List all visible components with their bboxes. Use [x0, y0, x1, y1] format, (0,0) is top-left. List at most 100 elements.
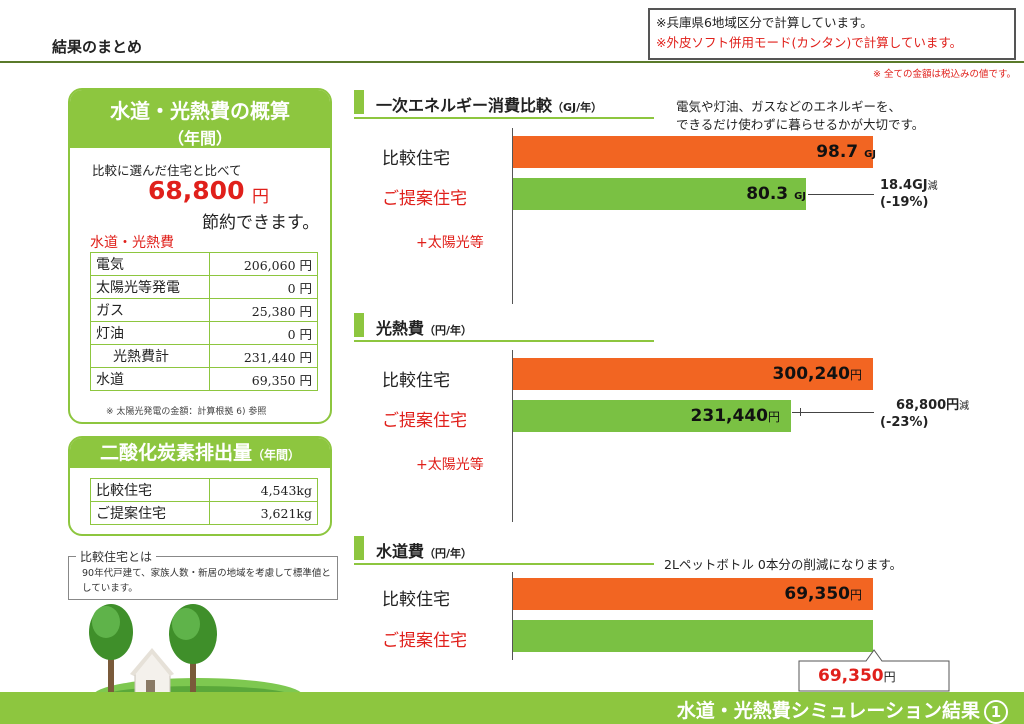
table-row: 光熱費計 231,440 円: [90, 344, 318, 368]
energy-unit: （GJ/年）: [552, 101, 603, 114]
row-label: 灯油: [90, 321, 210, 345]
table-row: ご提案住宅 3,621kg: [90, 501, 318, 525]
energy-compare-number: 98.7: [816, 142, 859, 162]
water-unit: （円/年）: [424, 547, 473, 560]
water-underline: [354, 563, 654, 565]
utility-panel-header: 水道・光熱費の概算 （年間）: [70, 90, 330, 148]
utility-compare-number: 300,240: [772, 364, 850, 384]
definition-text: 90年代戸建て、家族人数・新居の地域を考慮して標準値としています。: [82, 568, 331, 594]
energy-diff: 18.4GJ減 (-19%): [880, 178, 938, 211]
energy-description-1: 電気や灯油、ガスなどのエネルギーを、: [676, 99, 902, 114]
footer-band: [0, 692, 1024, 724]
utility-panel-subtitle: （年間）: [167, 129, 232, 148]
utility-chart-title: 光熱費（円/年）: [376, 315, 472, 339]
energy-bar-proposal: [513, 178, 806, 210]
energy-diff-value: 18.4GJ: [880, 178, 928, 193]
utility-diff-suffix: 減: [959, 401, 970, 412]
energy-proposal-label: ご提案住宅: [382, 189, 467, 209]
energy-compare-unit: GJ: [864, 149, 876, 160]
energy-bar-compare: [513, 136, 873, 168]
utility-axis: [512, 350, 513, 522]
utility-bar-proposal: [513, 400, 791, 432]
note-mode: ※外皮ソフト併用モード(カンタン)で計算しています。: [656, 35, 963, 50]
energy-proposal-value: 80.3 GJ: [746, 184, 806, 204]
energy-diff-line: [808, 194, 874, 195]
energy-section-marker: [354, 90, 364, 114]
row-value: 69,350 円: [209, 367, 318, 391]
water-chart-title: 水道費（円/年）: [376, 538, 472, 562]
water-bar-compare: [513, 578, 873, 610]
utility-proposal-unit: 円: [767, 410, 780, 424]
energy-diff-suffix: 減: [927, 181, 938, 192]
utility-proposal-number: 231,440: [690, 406, 768, 426]
water-proposal-label: ご提案住宅: [382, 631, 467, 651]
water-axis: [512, 572, 513, 660]
row-value: 0 円: [209, 321, 318, 345]
calculation-note-box: ※兵庫県6地域区分で計算しています。 ※外皮ソフト併用モード(カンタン)で計算し…: [648, 8, 1016, 60]
energy-chart-title: 一次エネルギー消費比較（GJ/年）: [376, 92, 602, 116]
co2-panel-subtitle: （年間）: [252, 448, 301, 462]
utility-diff-percent: (-23%): [880, 415, 929, 430]
compare-text: 比較に選んだ住宅と比べて: [92, 163, 242, 178]
table-row: 電気 206,060 円: [90, 252, 318, 276]
co2-panel: 二酸化炭素排出量（年間） 比較住宅 4,543kg ご提案住宅 3,621kg: [68, 436, 332, 536]
energy-proposal-number: 80.3: [746, 184, 789, 204]
saving-unit: 円: [252, 187, 269, 207]
table-row: 灯油 0 円: [90, 321, 318, 345]
utility-diff: 68,800円減 (-23%): [880, 398, 969, 431]
saving-suffix: 節約できます。: [202, 213, 320, 233]
row-label: 水道: [90, 367, 210, 391]
water-description: 2Lペットボトル 0本分の削減になります。: [664, 557, 903, 572]
energy-title-text: 一次エネルギー消費比較: [376, 96, 553, 115]
water-title-text: 水道費: [376, 542, 425, 561]
water-compare-value: 69,350円: [784, 584, 862, 604]
utility-underline: [354, 340, 654, 342]
water-bar-proposal: [513, 620, 873, 652]
note-region: ※兵庫県6地域区分で計算しています。: [656, 15, 873, 30]
row-label: 光熱費計: [90, 344, 210, 368]
water-proposal-unit: 円: [883, 670, 896, 684]
row-label: 電気: [90, 252, 210, 276]
water-proposal-number: 69,350: [818, 666, 884, 686]
utility-proposal-value: 231,440円: [691, 406, 780, 426]
row-label: 太陽光等発電: [90, 275, 210, 299]
energy-description-2: できるだけ使わずに暮らせるかが大切です。: [676, 117, 925, 132]
utility-section-marker: [354, 313, 364, 337]
utility-compare-value: 300,240円: [773, 364, 862, 384]
row-label: ご提案住宅: [90, 501, 210, 525]
page-number: 1: [984, 700, 1008, 724]
utility-compare-label: 比較住宅: [382, 371, 450, 391]
utility-unit: （円/年）: [424, 324, 473, 337]
utility-solar-label: +太陽光等: [416, 457, 484, 473]
header-divider: [0, 61, 1024, 63]
energy-compare-value: 98.7 GJ: [816, 142, 876, 162]
utility-cost-panel: 水道・光熱費の概算 （年間） 比較に選んだ住宅と比べて 68,800 円 節約で…: [68, 88, 332, 424]
energy-solar-label: +太陽光等: [416, 235, 484, 251]
table-row: ガス 25,380 円: [90, 298, 318, 322]
water-compare-unit: 円: [849, 588, 862, 602]
row-value: 25,380 円: [209, 298, 318, 322]
row-value: 0 円: [209, 275, 318, 299]
row-value: 231,440 円: [209, 344, 318, 368]
energy-axis: [512, 128, 513, 304]
water-callout-box: [798, 649, 950, 692]
energy-underline: [354, 117, 654, 119]
table-row: 水道 69,350 円: [90, 367, 318, 391]
water-compare-number: 69,350: [784, 584, 850, 604]
co2-panel-title: 二酸化炭素排出量: [99, 442, 252, 464]
utility-diff-value: 68,800円: [896, 398, 960, 413]
row-label: ガス: [90, 298, 210, 322]
energy-diff-percent: (-19%): [880, 195, 929, 210]
co2-panel-header: 二酸化炭素排出量（年間）: [70, 438, 330, 468]
table-row: 太陽光等発電 0 円: [90, 275, 318, 299]
utility-cost-table: 電気 206,060 円 太陽光等発電 0 円 ガス 25,380 円 灯油 0 円 光…: [90, 252, 318, 391]
water-proposal-value: 69,350円: [818, 666, 896, 686]
row-value: 206,060 円: [209, 252, 318, 276]
utility-title-text: 光熱費: [376, 319, 425, 338]
water-section-marker: [354, 536, 364, 560]
utility-diff-tick: [800, 408, 801, 416]
row-label: 比較住宅: [90, 478, 210, 502]
utility-bar-compare: [513, 358, 873, 390]
row-value: 4,543kg: [209, 478, 318, 502]
utility-section-label: 水道・光熱費: [90, 235, 174, 251]
